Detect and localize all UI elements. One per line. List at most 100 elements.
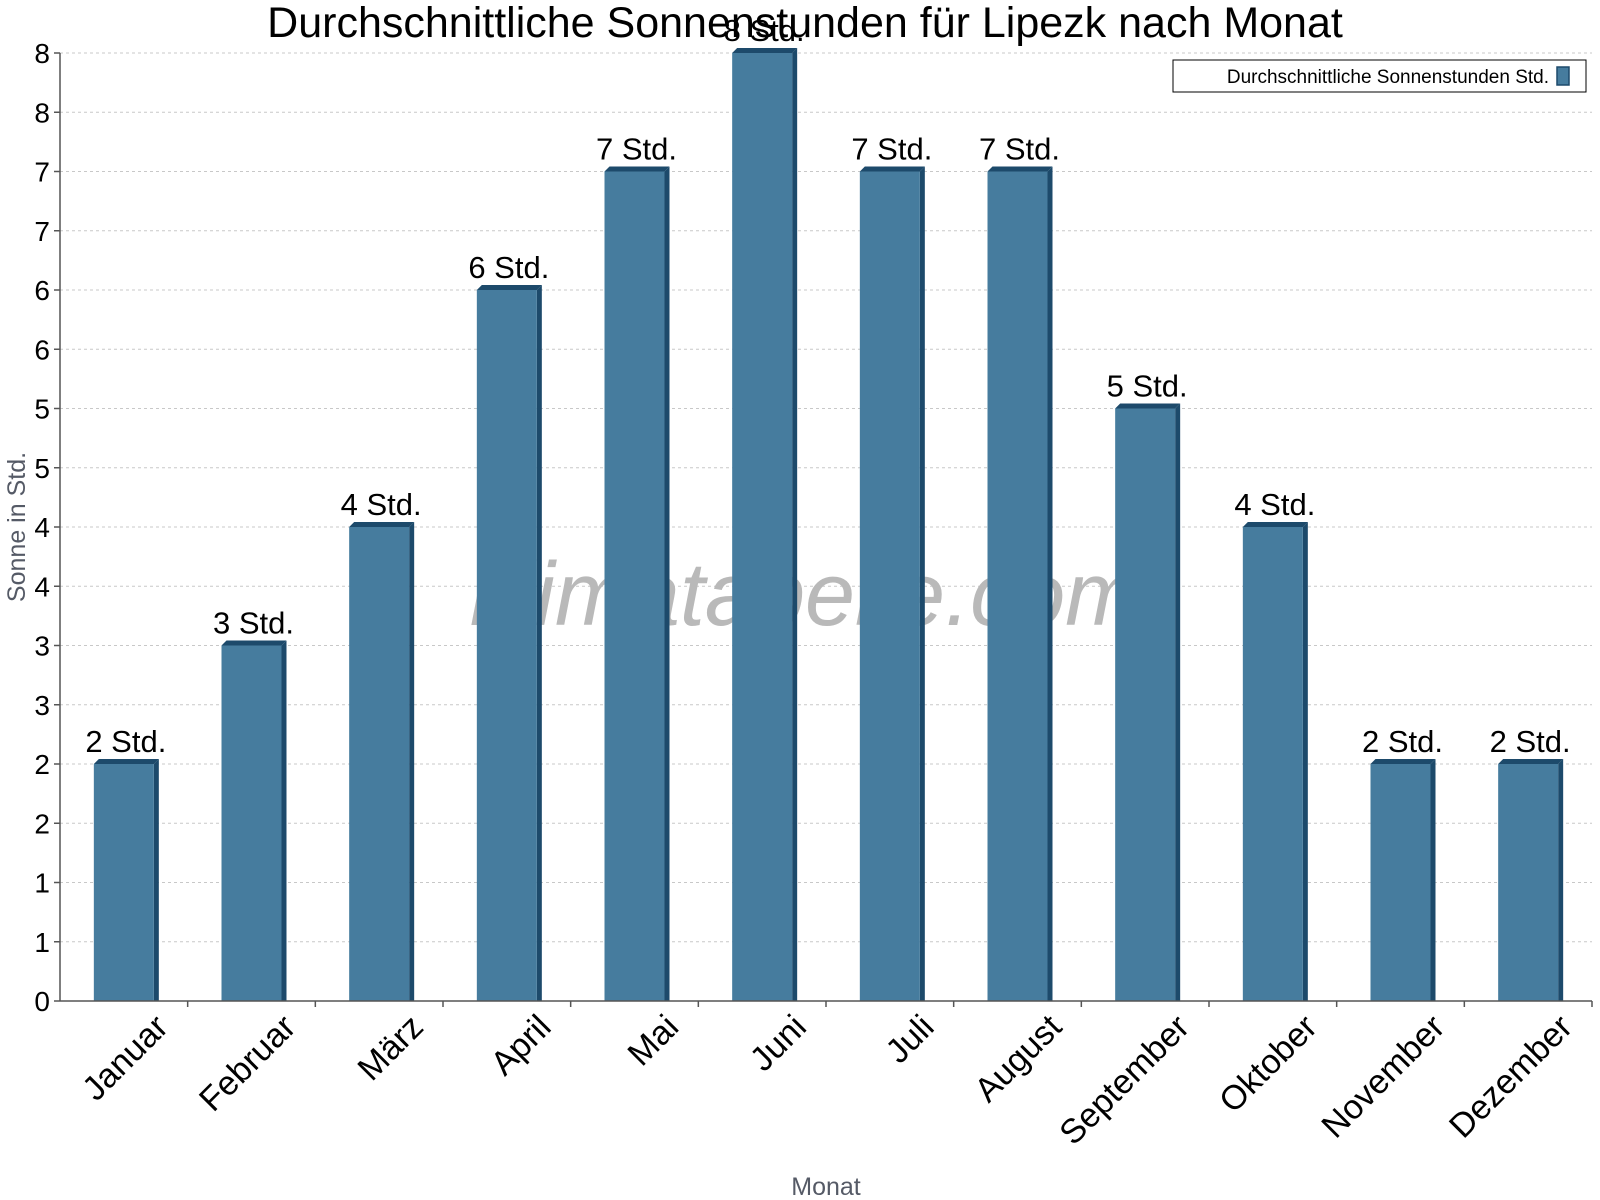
- bar-dezember: [1498, 759, 1564, 1001]
- x-axis-label: Monat: [791, 1173, 861, 1200]
- chart-title: Durchschnittliche Sonnenstunden für Lipe…: [267, 0, 1343, 47]
- bar-side: [153, 759, 159, 1001]
- bar-side: [536, 285, 542, 1001]
- data-label: 3 Std.: [213, 606, 294, 641]
- y-tick-label: 0: [34, 986, 50, 1017]
- bar-front: [349, 527, 410, 1001]
- y-tick-label: 7: [34, 157, 50, 188]
- bar-side: [792, 48, 798, 1001]
- data-label: 2 Std.: [1362, 724, 1443, 759]
- bar-top: [859, 166, 925, 172]
- legend-swatch: [1556, 66, 1570, 86]
- y-tick-label: 1: [34, 927, 50, 958]
- data-label: 7 Std.: [596, 132, 677, 167]
- y-tick-label: 8: [34, 97, 50, 128]
- bar-april: [476, 285, 542, 1001]
- data-label: 7 Std.: [851, 132, 932, 167]
- y-axis-label: Sonne in Std.: [3, 452, 31, 602]
- y-tick-label: 8: [34, 38, 50, 69]
- y-tick-label: 5: [34, 453, 50, 484]
- x-tick-label: Januar: [75, 1008, 175, 1108]
- data-label: 5 Std.: [1107, 369, 1188, 404]
- bar-side: [1175, 403, 1181, 1001]
- bar-top: [349, 522, 415, 527]
- x-tick-label: März: [351, 1008, 431, 1088]
- y-tick-label: 7: [34, 216, 50, 247]
- legend-entry-label: Durchschnittliche Sonnenstunden Std.: [1227, 67, 1549, 88]
- x-tick-label: Oktober: [1212, 1008, 1324, 1120]
- x-tick-label: April: [484, 1008, 559, 1083]
- bar-front: [1498, 764, 1559, 1001]
- bars: [93, 48, 1564, 1001]
- bar-august: [987, 166, 1053, 1001]
- bar-top: [476, 285, 542, 290]
- x-tick-label: Juni: [743, 1008, 814, 1079]
- bar-top: [987, 166, 1053, 172]
- grid-lines: [60, 52, 1592, 943]
- bar-side: [664, 166, 670, 1001]
- bar-märz: [349, 522, 415, 1001]
- bar-side: [1047, 166, 1053, 1001]
- y-tick-label: 6: [34, 334, 50, 365]
- bar-oktober: [1242, 522, 1308, 1001]
- bar-side: [1430, 759, 1436, 1001]
- y-ticks: 0 1 1 2 2 3 3 4 4 5 5 6 6 7 7 8 8: [34, 38, 60, 1017]
- bar-side: [409, 522, 415, 1001]
- bar-top: [1242, 522, 1308, 527]
- x-tick-label: Dezember: [1442, 1008, 1580, 1146]
- bar-front: [604, 171, 665, 1001]
- x-tick-label: Mai: [621, 1008, 687, 1074]
- bar-front: [987, 171, 1048, 1001]
- x-ticks: Januar Februar März April Mai Juni Juli AugustS…: [75, 1001, 1593, 1152]
- bar-november: [1370, 759, 1436, 1001]
- data-label: 4 Std.: [1234, 487, 1315, 522]
- bar-top: [604, 166, 670, 172]
- bar-side: [281, 640, 287, 1001]
- bar-front: [221, 645, 282, 1001]
- bar-top: [732, 48, 798, 53]
- bar-juni: [732, 48, 798, 1001]
- data-label: 4 Std.: [341, 487, 422, 522]
- bar-september: [1115, 403, 1181, 1001]
- x-tick-label: Februar: [192, 1008, 303, 1119]
- bar-side: [1302, 522, 1308, 1001]
- y-tick-label: 6: [34, 275, 50, 306]
- legend-box: [1172, 59, 1587, 93]
- bar-front: [1370, 764, 1431, 1001]
- bar-front: [476, 290, 537, 1001]
- y-tick-label: 1: [34, 868, 50, 899]
- bar-front: [1115, 408, 1176, 1001]
- bar-top: [221, 640, 287, 646]
- bar-side: [1558, 759, 1564, 1001]
- y-tick-label: 2: [34, 808, 50, 839]
- data-label: 2 Std.: [85, 724, 166, 759]
- data-labels: 2 Std. 3 Std. 4 Std. 6 Std. 7 Std. 8 Std. 7 St…: [85, 13, 1570, 759]
- bar-top: [1370, 759, 1436, 764]
- data-label: 8 Std.: [724, 13, 805, 48]
- bar-front: [93, 764, 154, 1001]
- y-tick-label: 2: [34, 749, 50, 780]
- y-tick-label: 4: [34, 512, 50, 543]
- y-tick-label: 3: [34, 690, 50, 721]
- data-label: 7 Std.: [979, 132, 1060, 167]
- y-tick-label: 4: [34, 571, 50, 602]
- y-tick-label: 5: [34, 394, 50, 425]
- bar-januar: [93, 759, 159, 1001]
- x-tick-label: Juli: [879, 1008, 942, 1071]
- legend: Durchschnittliche Sonnenstunden Std.: [1172, 59, 1587, 93]
- x-tick-label: September: [1052, 1008, 1196, 1152]
- bar-front: [1242, 527, 1303, 1001]
- bar-front: [732, 53, 793, 1001]
- bar-top: [93, 759, 159, 764]
- x-tick-label: August: [967, 1007, 1069, 1109]
- bar-top: [1115, 403, 1181, 409]
- bar-front: [859, 171, 920, 1001]
- bar-mai: [604, 166, 670, 1001]
- bar-februar: [221, 640, 287, 1001]
- data-label: 2 Std.: [1490, 724, 1571, 759]
- bar-top: [1498, 759, 1564, 764]
- x-tick-label: November: [1314, 1008, 1452, 1146]
- bar-juli: [859, 166, 925, 1001]
- data-label: 6 Std.: [468, 250, 549, 285]
